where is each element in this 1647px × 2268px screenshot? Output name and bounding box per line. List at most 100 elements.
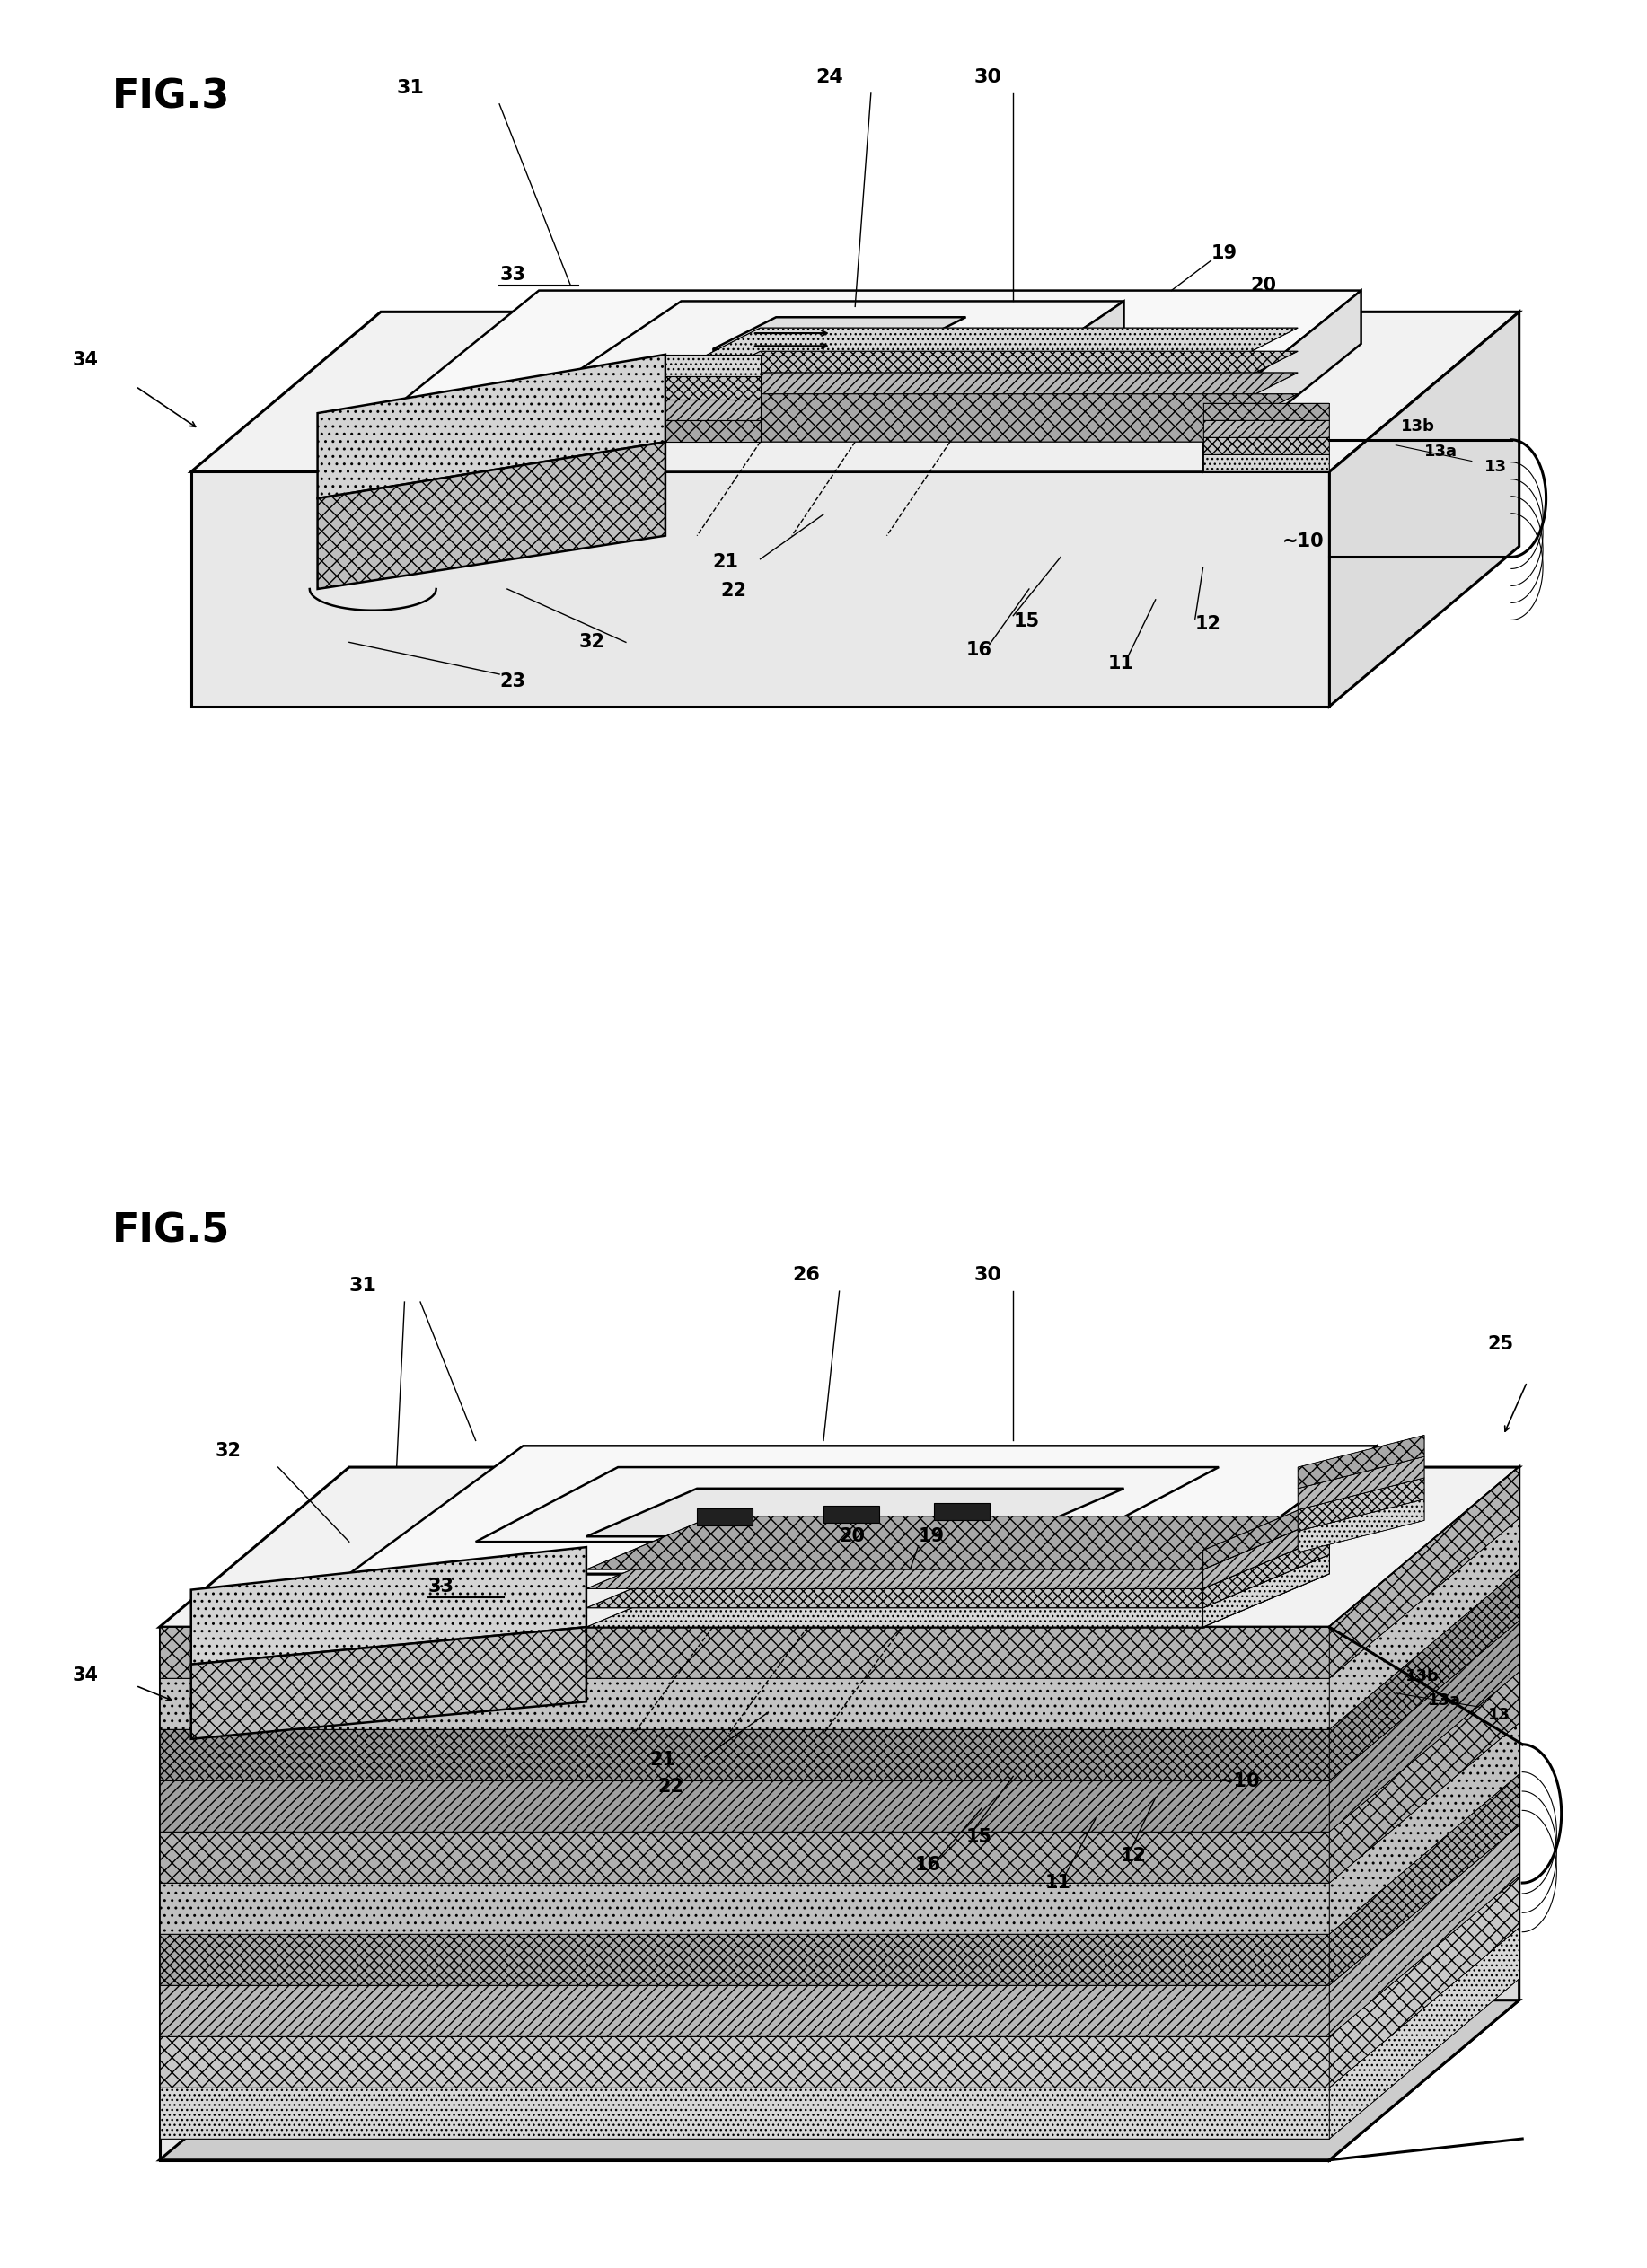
Text: 13a: 13a <box>1425 442 1458 460</box>
Polygon shape <box>586 1488 1123 1535</box>
Text: 34: 34 <box>72 1667 99 1683</box>
Polygon shape <box>824 1506 879 1522</box>
Text: 33: 33 <box>499 265 525 284</box>
Text: 12: 12 <box>1120 1846 1146 1864</box>
Text: 21: 21 <box>649 1751 675 1769</box>
Polygon shape <box>665 399 761 420</box>
Polygon shape <box>1329 1467 1519 2159</box>
Text: FIG.5: FIG.5 <box>112 1211 231 1250</box>
Text: 15: 15 <box>965 1828 991 1846</box>
Polygon shape <box>380 290 1360 417</box>
Polygon shape <box>1329 1876 1519 2087</box>
Text: FIG.3: FIG.3 <box>112 77 231 116</box>
Text: 13: 13 <box>1484 458 1507 476</box>
Polygon shape <box>160 1730 1329 1780</box>
Polygon shape <box>1329 1569 1519 1780</box>
Text: 30: 30 <box>973 68 1001 86</box>
Polygon shape <box>1329 1826 1519 2037</box>
Polygon shape <box>665 395 1298 442</box>
Polygon shape <box>1329 1724 1519 1935</box>
Polygon shape <box>191 1547 586 1665</box>
Polygon shape <box>191 311 1519 472</box>
Text: 20: 20 <box>1250 277 1276 295</box>
Text: 13b: 13b <box>1405 1667 1439 1683</box>
Polygon shape <box>1202 1554 1329 1626</box>
Polygon shape <box>160 1626 1329 2159</box>
Polygon shape <box>697 1508 753 1526</box>
Polygon shape <box>1329 1517 1519 1730</box>
Text: 34: 34 <box>72 352 99 370</box>
Text: 25: 25 <box>1487 1336 1514 1354</box>
Polygon shape <box>934 1504 990 1520</box>
Polygon shape <box>1329 1774 1519 1984</box>
Polygon shape <box>1329 1928 1519 2139</box>
Polygon shape <box>713 349 903 370</box>
Text: 13b: 13b <box>1400 420 1435 435</box>
Text: 26: 26 <box>792 1266 820 1284</box>
Text: ~10: ~10 <box>1281 533 1324 549</box>
Polygon shape <box>665 354 761 376</box>
Text: 22: 22 <box>657 1778 684 1796</box>
Text: 19: 19 <box>919 1526 944 1545</box>
Polygon shape <box>160 2000 1519 2159</box>
Text: 23: 23 <box>499 674 525 692</box>
Text: 22: 22 <box>721 583 746 601</box>
Text: 13: 13 <box>1487 1708 1510 1724</box>
Polygon shape <box>1298 1456 1425 1510</box>
Polygon shape <box>586 1517 1329 1569</box>
Polygon shape <box>586 1554 1329 1608</box>
Text: ~10: ~10 <box>1219 1774 1260 1789</box>
Polygon shape <box>665 420 761 442</box>
Polygon shape <box>1202 290 1360 472</box>
Polygon shape <box>160 1780 1329 1833</box>
Polygon shape <box>191 1626 586 1740</box>
Polygon shape <box>665 329 1298 376</box>
Polygon shape <box>1202 1497 1329 1569</box>
Polygon shape <box>665 376 761 399</box>
Text: 13a: 13a <box>1428 1692 1461 1708</box>
Polygon shape <box>586 1535 1329 1588</box>
Text: 16: 16 <box>965 642 991 658</box>
Polygon shape <box>160 1833 1329 1882</box>
Polygon shape <box>1013 302 1123 417</box>
Text: 21: 21 <box>713 553 740 572</box>
Polygon shape <box>1202 1447 1377 1626</box>
Polygon shape <box>1298 1436 1425 1488</box>
Polygon shape <box>1329 311 1519 705</box>
Polygon shape <box>476 1467 1219 1542</box>
Polygon shape <box>570 376 1013 417</box>
Polygon shape <box>1298 1479 1425 1531</box>
Text: 32: 32 <box>214 1442 240 1461</box>
Polygon shape <box>191 472 1329 705</box>
Text: 24: 24 <box>815 68 843 86</box>
Polygon shape <box>349 1574 1202 1626</box>
Polygon shape <box>1202 454 1329 472</box>
Polygon shape <box>665 352 1298 399</box>
Polygon shape <box>160 2087 1329 2139</box>
Polygon shape <box>160 1935 1329 1984</box>
Polygon shape <box>1202 1535 1329 1608</box>
Text: 11: 11 <box>1108 655 1135 674</box>
Polygon shape <box>160 1467 1519 1626</box>
Polygon shape <box>318 354 665 499</box>
Polygon shape <box>570 302 1123 376</box>
Text: 30: 30 <box>973 1266 1001 1284</box>
Text: 20: 20 <box>840 1526 865 1545</box>
Polygon shape <box>349 1447 1377 1574</box>
Text: 11: 11 <box>1044 1873 1071 1892</box>
Text: 32: 32 <box>578 633 604 651</box>
Text: 19: 19 <box>1211 245 1237 263</box>
Polygon shape <box>586 1574 1329 1626</box>
Polygon shape <box>1329 1672 1519 1882</box>
Text: 12: 12 <box>1196 615 1220 633</box>
Polygon shape <box>160 1626 1329 1678</box>
Polygon shape <box>160 2037 1329 2087</box>
Polygon shape <box>380 417 1202 472</box>
Polygon shape <box>1329 1467 1519 1678</box>
Polygon shape <box>160 1882 1329 1935</box>
Polygon shape <box>160 1678 1329 1730</box>
Text: 16: 16 <box>916 1855 940 1873</box>
Polygon shape <box>1298 1499 1425 1551</box>
Polygon shape <box>1202 438 1329 454</box>
Polygon shape <box>1202 420 1329 438</box>
